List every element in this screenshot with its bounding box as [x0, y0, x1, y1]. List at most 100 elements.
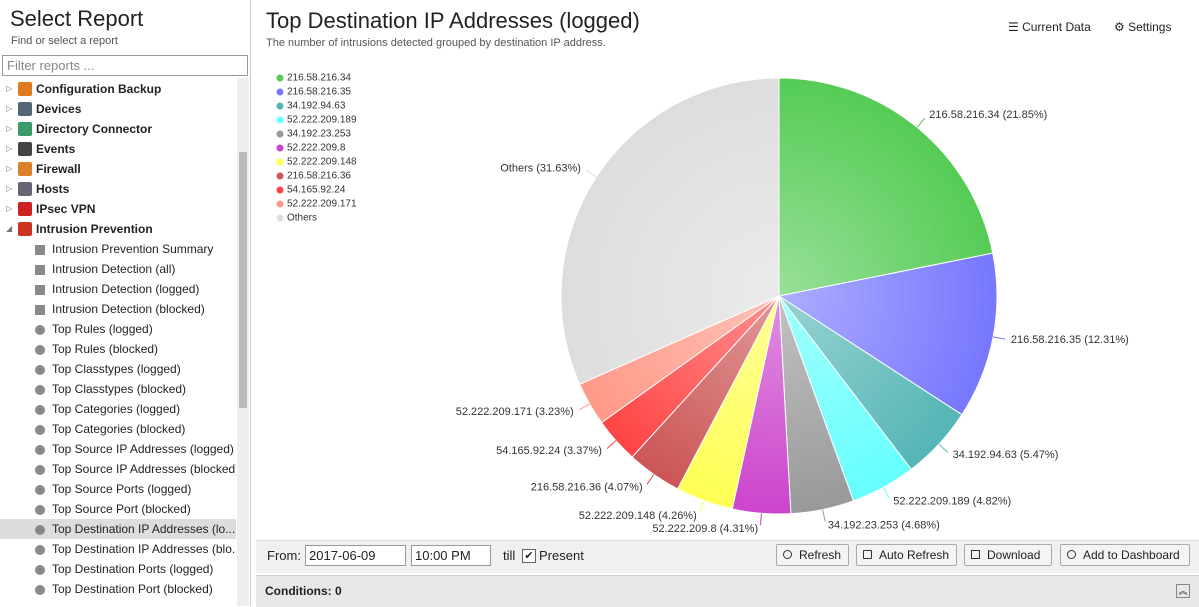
slice-label-name: 54.165.92.24 [496, 445, 560, 457]
report-label: Top Destination IP Addresses (lo... [52, 522, 236, 536]
from-label: From: [267, 548, 301, 563]
tree-report[interactable]: Top Categories (logged) [0, 399, 236, 419]
tree-report[interactable]: Intrusion Detection (all) [0, 259, 236, 279]
tree-report[interactable]: Intrusion Prevention Summary [0, 239, 236, 259]
slice-label: Others (31.63%) [500, 162, 581, 174]
group-icon [18, 222, 32, 236]
tree-report[interactable]: Intrusion Detection (logged) [0, 279, 236, 299]
tree-report[interactable]: Top Source Port (blocked) [0, 499, 236, 519]
present-checkbox[interactable]: ✔ [522, 549, 536, 563]
report-label: Top Rules (logged) [52, 322, 153, 336]
legend-label: 216.58.216.36 [287, 171, 351, 182]
leader-line [578, 403, 590, 411]
tree-group[interactable]: ◢ Intrusion Prevention [0, 219, 236, 239]
tree-group[interactable]: ▷ Hosts [0, 179, 236, 199]
slice-label: 52.222.209.8 (4.31%) [652, 523, 758, 535]
legend-label: Others [287, 213, 317, 224]
group-label: Firewall [36, 162, 81, 176]
date-input[interactable]: 2017-06-09 [305, 545, 406, 566]
tree-report[interactable]: Top Classtypes (logged) [0, 359, 236, 379]
slice-label: 216.58.216.34 (21.85%) [929, 109, 1047, 121]
tree-group[interactable]: ▷ Events [0, 139, 236, 159]
scrollbar[interactable] [237, 78, 249, 606]
expander: ▷ [6, 184, 13, 193]
add-dashboard-button[interactable]: Add to Dashboard [1060, 544, 1190, 566]
slice-label-value: (4.68%) [901, 519, 940, 531]
report-icon [35, 385, 45, 395]
legend-swatch [276, 102, 284, 110]
tree-group[interactable]: ▷ Directory Connector [0, 119, 236, 139]
sidebar-title: Select Report [10, 6, 144, 31]
legend-label: 52.222.209.148 [287, 157, 357, 168]
report-icon [35, 265, 45, 275]
tree-report[interactable]: Top Destination Ports (logged) [0, 559, 236, 579]
report-icon [35, 585, 45, 595]
report-icon [35, 565, 45, 575]
group-icon [18, 202, 32, 216]
group-icon [18, 82, 32, 96]
group-label: Intrusion Prevention [36, 222, 153, 236]
download-button[interactable]: Download [964, 544, 1052, 566]
tree-group[interactable]: ▷ Configuration Backup [0, 79, 236, 99]
scroll-thumb[interactable] [239, 152, 247, 408]
slice-label: 52.222.209.189 (4.82%) [893, 495, 1011, 507]
report-label: Top Source Port (blocked) [52, 502, 191, 516]
group-icon [18, 182, 32, 196]
tree-report[interactable]: Top Classtypes (blocked) [0, 379, 236, 399]
tree-report[interactable]: Top Destination IP Addresses (blo... [0, 539, 236, 559]
group-label: Configuration Backup [36, 82, 162, 96]
group-label: IPsec VPN [36, 202, 96, 216]
legend-swatch [276, 200, 284, 208]
conditions-label: Conditions: 0 [265, 584, 342, 598]
tree-report[interactable]: Top Source Ports (logged) [0, 479, 236, 499]
slice-label: 34.192.94.63 (5.47%) [953, 449, 1059, 461]
report-icon [35, 405, 45, 415]
refresh-button[interactable]: Refresh [776, 544, 849, 566]
settings-button[interactable]: ⚙ Settings [1114, 20, 1172, 34]
button-label: Download [987, 548, 1041, 562]
report-icon [35, 245, 45, 255]
slice-label: 216.58.216.35 (12.31%) [1011, 334, 1129, 346]
tree-report[interactable]: Intrusion Detection (blocked) [0, 299, 236, 319]
tree-report[interactable]: Top Rules (logged) [0, 319, 236, 339]
expander: ▷ [6, 204, 13, 213]
tree-report[interactable]: Top Categories (blocked) [0, 419, 236, 439]
slice-label-value: (5.47%) [1020, 449, 1059, 461]
leader-line [993, 336, 1006, 340]
legend-label: 52.222.209.171 [287, 199, 357, 210]
tree-report[interactable]: Top Source IP Addresses (logged) [0, 439, 236, 459]
report-label: Top Classtypes (logged) [52, 362, 181, 376]
tree-group[interactable]: ▷ Firewall [0, 159, 236, 179]
slice-label-name: 52.222.209.171 [456, 406, 532, 418]
tree-group[interactable]: ▷ Devices [0, 99, 236, 119]
tree-report[interactable]: Top Destination Port (blocked) [0, 579, 236, 599]
group-label: Hosts [36, 182, 70, 196]
tree-report[interactable]: Top Source IP Addresses (blocked) [0, 459, 236, 479]
conditions-bar[interactable]: Conditions: 0 ︽ [256, 575, 1199, 607]
header: Top Destination IP Addresses (logged) Th… [256, 0, 1199, 52]
expander: ▷ [6, 144, 13, 153]
tree-report[interactable]: Top Destination IP Addresses (lo... [0, 519, 236, 539]
legend-swatch [276, 74, 284, 82]
time-input[interactable]: 10:00 PM [411, 545, 491, 566]
tree-report[interactable]: Top Rules (blocked) [0, 339, 236, 359]
expand-button[interactable]: ︽ [1176, 584, 1190, 598]
current-data-button[interactable]: ☰ Current Data [1008, 20, 1091, 34]
auto-refresh-button[interactable]: Auto Refresh [856, 544, 957, 566]
legend-label: 34.192.23.253 [287, 129, 351, 140]
report-label: Top Destination Port (blocked) [52, 582, 213, 596]
filter-input[interactable]: Filter reports ... [2, 55, 248, 76]
slice-label: 54.165.92.24 (3.37%) [496, 445, 602, 457]
legend-swatch [276, 172, 284, 180]
button-label: Current Data [1022, 20, 1091, 34]
legend-swatch [276, 130, 284, 138]
report-icon [35, 325, 45, 335]
slice-label-name: 52.222.209.8 [652, 523, 716, 535]
slice-label-value: (4.82%) [973, 495, 1012, 507]
group-icon [18, 162, 32, 176]
slice-label-value: (4.31%) [720, 523, 759, 535]
report-label: Top Classtypes (blocked) [52, 382, 187, 396]
legend-label: 216.58.216.35 [287, 87, 351, 98]
tree-group[interactable]: ▷ IPsec VPN [0, 199, 236, 219]
